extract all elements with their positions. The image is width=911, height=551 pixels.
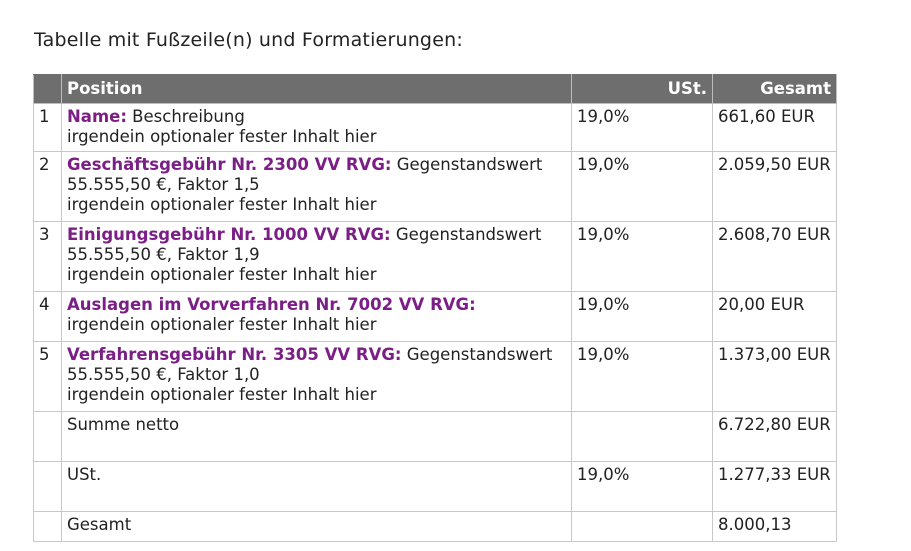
- header-number: [33, 74, 62, 104]
- header-total: Gesamt: [712, 74, 837, 104]
- header-ust: USt.: [571, 74, 713, 104]
- footer-number: [33, 411, 62, 462]
- footer-ust: [571, 511, 713, 542]
- total-cell: 20,00 EUR: [712, 291, 837, 342]
- table-row: 3 Einigungsgebühr Nr. 1000 VV RVG: Gegen…: [33, 221, 837, 292]
- footer-label: Summe netto: [61, 411, 572, 462]
- ust-cell: 19,0%: [571, 151, 713, 222]
- position-description: Beschreibung: [126, 107, 245, 126]
- total-cell: 661,60 EUR: [712, 103, 837, 152]
- table-heading: Tabelle mit Fußzeile(n) und Formatierung…: [34, 29, 463, 51]
- position-extra: irgendein optionaler fester Inhalt hier: [67, 315, 377, 334]
- position-description: Gegenstandswert: [391, 155, 543, 174]
- row-number: 2: [33, 151, 62, 222]
- footer-total: 1.277,33 EUR: [712, 461, 837, 512]
- footer-number: [33, 511, 62, 542]
- row-number: 1: [33, 103, 62, 152]
- position-detail: 55.555,50 €, Faktor 1,0: [67, 365, 260, 384]
- position-cell: Verfahrensgebühr Nr. 3305 VV RVG: Gegens…: [61, 341, 572, 412]
- position-cell: Auslagen im Vorverfahren Nr. 7002 VV RVG…: [61, 291, 572, 342]
- position-description: Gegenstandswert: [401, 345, 553, 364]
- position-name: Einigungsgebühr Nr. 1000 VV RVG:: [67, 225, 391, 244]
- invoice-table: Position USt. Gesamt 1 Name: Beschreibun…: [33, 74, 837, 542]
- footer-ust: [571, 411, 713, 462]
- header-position: Position: [61, 74, 572, 104]
- table-row: 2 Geschäftsgebühr Nr. 2300 VV RVG: Gegen…: [33, 151, 837, 222]
- footer-ust: 19,0%: [571, 461, 713, 512]
- position-cell: Einigungsgebühr Nr. 1000 VV RVG: Gegenst…: [61, 221, 572, 292]
- total-cell: 2.059,50 EUR: [712, 151, 837, 222]
- position-name: Verfahrensgebühr Nr. 3305 VV RVG:: [67, 345, 402, 364]
- position-extra: irgendein optionaler fester Inhalt hier: [67, 195, 377, 214]
- position-extra: irgendein optionaler fester Inhalt hier: [67, 265, 377, 284]
- position-cell: Geschäftsgebühr Nr. 2300 VV RVG: Gegenst…: [61, 151, 572, 222]
- table-header-row: Position USt. Gesamt: [33, 74, 837, 104]
- footer-row-total: Gesamt 8.000,13: [33, 511, 837, 542]
- position-description: Gegenstandswert: [390, 225, 542, 244]
- footer-row-tax: USt. 19,0% 1.277,33 EUR: [33, 461, 837, 512]
- footer-row-net: Summe netto 6.722,80 EUR: [33, 411, 837, 462]
- footer-total: 8.000,13: [712, 511, 837, 542]
- position-detail: 55.555,50 €, Faktor 1,5: [67, 175, 260, 194]
- row-number: 5: [33, 341, 62, 412]
- table-row: 1 Name: Beschreibung irgendein optionaler…: [33, 103, 837, 152]
- total-cell: 1.373,00 EUR: [712, 341, 837, 412]
- ust-cell: 19,0%: [571, 291, 713, 342]
- position-cell: Name: Beschreibung irgendein optionaler f…: [61, 103, 572, 152]
- position-name: Name:: [67, 107, 127, 126]
- row-number: 3: [33, 221, 62, 292]
- footer-label: USt.: [61, 461, 572, 512]
- row-number: 4: [33, 291, 62, 342]
- total-cell: 2.608,70 EUR: [712, 221, 837, 292]
- footer-number: [33, 461, 62, 512]
- position-detail: 55.555,50 €, Faktor 1,9: [67, 245, 260, 264]
- position-extra: irgendein optionaler fester Inhalt hier: [67, 127, 377, 146]
- footer-label: Gesamt: [61, 511, 572, 542]
- table-row: 5 Verfahrensgebühr Nr. 3305 VV RVG: Gege…: [33, 341, 837, 412]
- position-name: Geschäftsgebühr Nr. 2300 VV RVG:: [67, 155, 392, 174]
- position-extra: irgendein optionaler fester Inhalt hier: [67, 385, 377, 404]
- position-name: Auslagen im Vorverfahren Nr. 7002 VV RVG…: [67, 295, 476, 314]
- ust-cell: 19,0%: [571, 221, 713, 292]
- ust-cell: 19,0%: [571, 341, 713, 412]
- ust-cell: 19,0%: [571, 103, 713, 152]
- table-row: 4 Auslagen im Vorverfahren Nr. 7002 VV R…: [33, 291, 837, 342]
- footer-total: 6.722,80 EUR: [712, 411, 837, 462]
